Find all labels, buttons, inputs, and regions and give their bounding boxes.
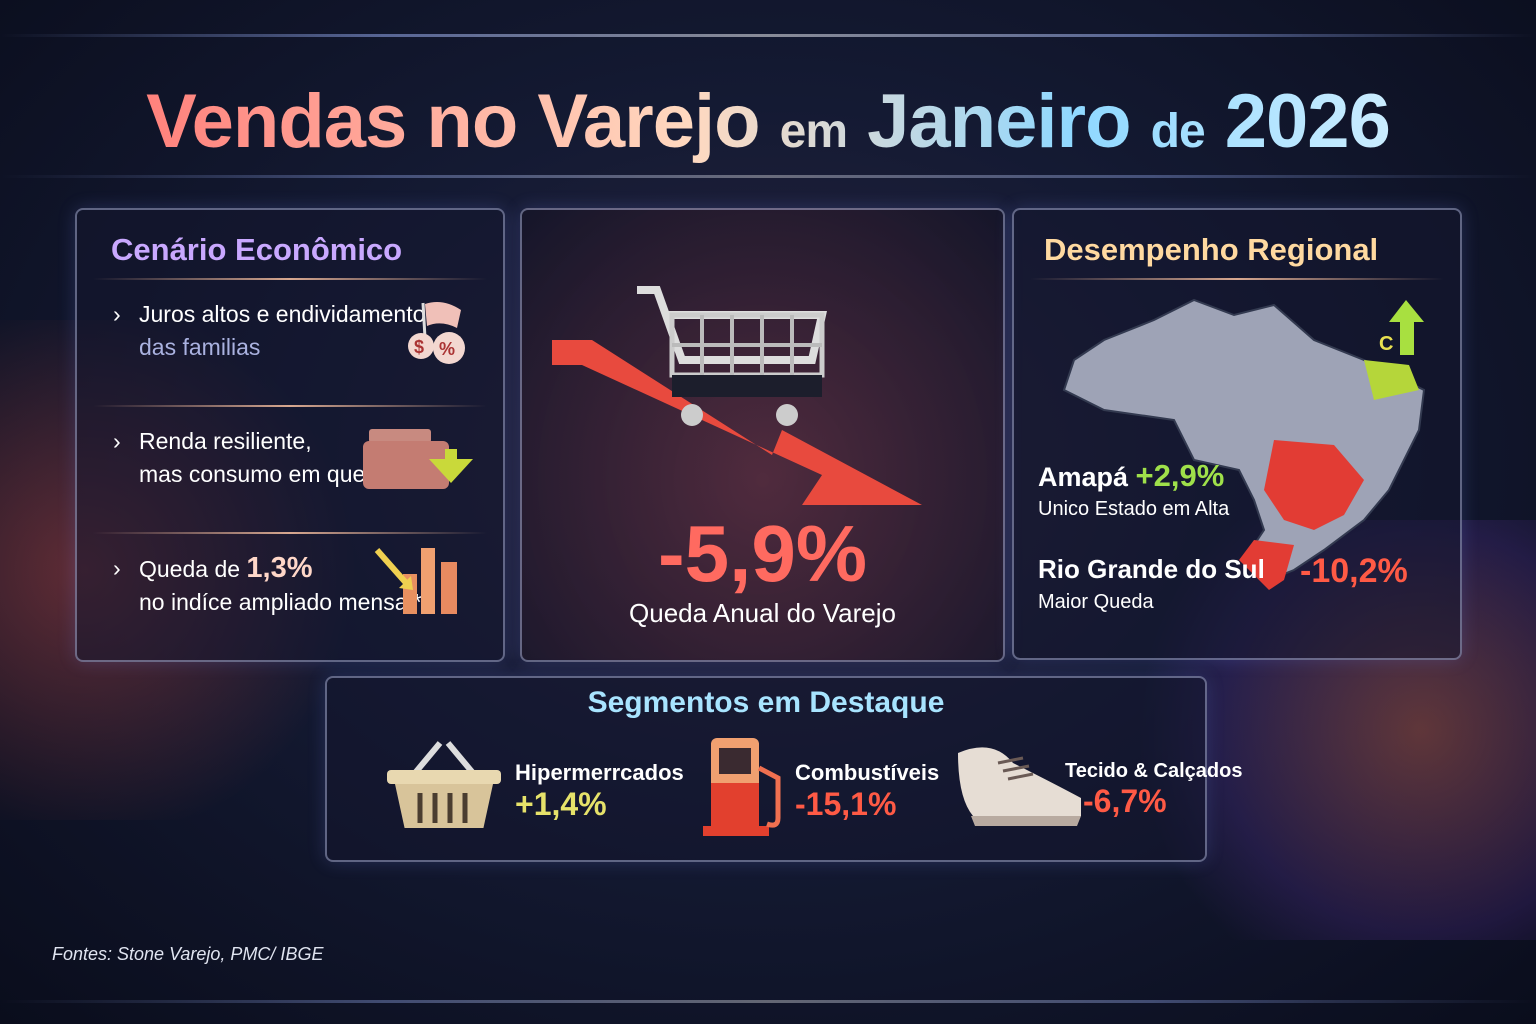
item-text: das familias [139, 334, 261, 360]
map-marker: C [1379, 333, 1393, 355]
item-text: Juros altos e endividamento [139, 301, 426, 327]
sources-footer: Fontes: Stone Varejo, PMC/ IBGE [52, 944, 324, 964]
light-streak [0, 34, 1536, 37]
cenario-economico-panel: Cenário Econômico › Juros altos e endivi… [75, 208, 505, 662]
segment-value: -6,7% [1083, 783, 1167, 819]
divider [1030, 278, 1444, 280]
shopping-cart-down-icon [552, 286, 922, 505]
bar-chart-down-icon [374, 548, 457, 614]
divider [93, 405, 487, 407]
divider [93, 532, 487, 534]
map-region-rio-grande-do-sul [1239, 540, 1294, 590]
map-region-highlight [1364, 360, 1419, 400]
up-arrow-icon [1389, 300, 1424, 355]
regional-bottom: Rio Grande do Sul Maior Queda [1038, 554, 1265, 614]
segment-name: Hipermerrcados [515, 760, 684, 785]
light-streak [0, 175, 1536, 178]
segment-value: +1,4% [515, 786, 607, 822]
page-title: Vendas no Varejo em Janeiro de 2026 [0, 78, 1536, 165]
state-name: Amapá [1038, 462, 1129, 492]
regional-top: Amapá +2,9% Unico Estado em Alta [1038, 458, 1229, 521]
fuel-pump-icon [703, 738, 781, 836]
list-item: › Queda de 1,3% no indíce ampliado mensal… [77, 544, 503, 649]
state-name: Rio Grande do Sul [1038, 554, 1265, 584]
shoe-icon [958, 747, 1081, 826]
state-value: -10,2% [1300, 552, 1408, 590]
divider [93, 278, 487, 280]
chevron-right-icon: › [113, 428, 121, 454]
annual-change-value: -5,9% [658, 509, 867, 598]
item-text: Queda de [139, 556, 247, 582]
segmentos-panel: Segmentos em Destaque Hipermerrcados +1,… [325, 676, 1242, 862]
wallet-down-icon [363, 429, 473, 489]
chevron-right-icon: › [113, 301, 121, 327]
basket-icon [387, 741, 501, 828]
panel-heading: Cenário Econômico [111, 232, 403, 267]
item-text: mas consumo em queda [139, 461, 391, 487]
desempenho-regional-panel: Desempenho Regional C Amapá +2,9% Unico … [1012, 208, 1462, 660]
queda-anual-panel: -5,9% Queda Anual do Varejo [520, 208, 1005, 662]
svg-text:$: $ [414, 337, 424, 357]
chevron-right-icon: › [113, 555, 121, 581]
segment-value: -15,1% [795, 786, 897, 822]
list-item: › Juros altos e endividamento das familia… [77, 290, 503, 395]
svg-text:%: % [439, 339, 455, 359]
item-value: 1,3% [246, 552, 313, 584]
item-text: Renda resiliente, [139, 428, 312, 454]
annual-change-label: Queda Anual do Varejo [629, 598, 896, 628]
state-note: Maior Queda [1038, 591, 1154, 613]
state-value: +2,9% [1135, 458, 1225, 493]
list-item: › Renda resiliente, mas consumo em queda [77, 417, 503, 522]
light-streak [0, 1000, 1536, 1003]
segment-name: Combustíveis [795, 760, 940, 785]
panel-heading: Desempenho Regional [1044, 232, 1379, 267]
map-region-southeast [1264, 440, 1364, 530]
money-percent-icon: $% [408, 302, 465, 364]
segment-name: Tecido & Calçados [1065, 760, 1243, 782]
panel-heading: Segmentos em Destaque [587, 686, 945, 719]
item-text: no indíce ampliado mensal* [139, 589, 422, 615]
map-region-gray [1062, 298, 1426, 582]
state-note: Unico Estado em Alta [1038, 498, 1230, 520]
brazil-map: C [1062, 298, 1426, 590]
